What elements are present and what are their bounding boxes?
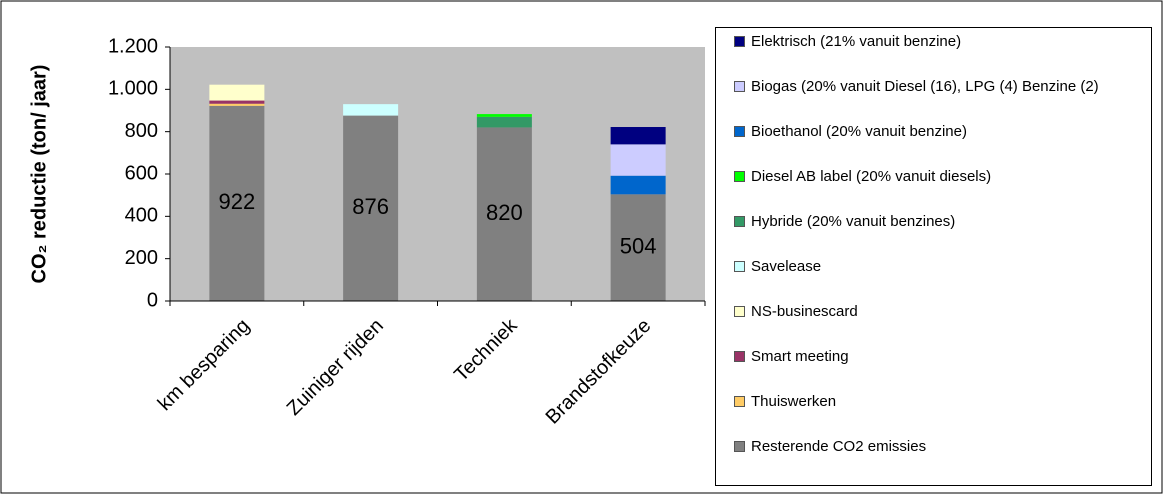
bar-segment xyxy=(476,114,532,117)
bar-segment xyxy=(343,115,399,301)
bar-segment xyxy=(610,127,666,145)
bar-segment xyxy=(610,144,666,176)
legend-swatch xyxy=(734,171,745,182)
legend-label: Smart meeting xyxy=(751,348,849,365)
legend-label: NS-businescard xyxy=(751,303,858,320)
legend-label: Elektrisch (21% vanuit benzine) xyxy=(751,33,962,50)
legend-label: Biogas (20% vanuit Diesel (16), LPG (4) … xyxy=(751,78,1099,95)
legend-item: Hybride (20% vanuit benzines) xyxy=(734,213,1154,230)
bar-segment xyxy=(610,194,666,301)
data-label: 820 xyxy=(486,200,523,225)
y-tick-label: 400 xyxy=(125,205,158,227)
data-label: 876 xyxy=(352,194,389,219)
legend-swatch xyxy=(734,81,745,92)
legend-swatch xyxy=(734,36,745,47)
legend-swatch xyxy=(734,261,745,272)
data-label: 504 xyxy=(620,233,657,258)
bar-segment xyxy=(476,116,532,128)
legend-swatch xyxy=(734,351,745,362)
y-tick-label: 800 xyxy=(125,120,158,142)
legend-item: Thuiswerken xyxy=(734,393,1154,410)
bar-segment xyxy=(610,175,666,195)
y-tick-label: 600 xyxy=(125,162,158,184)
legend-label: Hybride (20% vanuit benzines) xyxy=(751,213,956,230)
legend-swatch xyxy=(734,396,745,407)
legend-item: Smart meeting xyxy=(734,348,1154,365)
y-tick-label: 200 xyxy=(125,247,158,269)
legend-label: Savelease xyxy=(751,258,822,275)
y-tick-label: 1.200 xyxy=(108,35,158,57)
legend-item: Elektrisch (21% vanuit benzine) xyxy=(734,33,1154,50)
data-label: 922 xyxy=(219,189,256,214)
bar-segment xyxy=(209,100,265,104)
legend-label: Diesel AB label (20% vanuit diesels) xyxy=(751,168,992,185)
bar-segment xyxy=(209,84,265,101)
legend-item: Biogas (20% vanuit Diesel (16), LPG (4) … xyxy=(734,78,1154,95)
legend-item: NS-businescard xyxy=(734,303,1154,320)
legend-label: Thuiswerken xyxy=(751,393,837,410)
bar-segment xyxy=(209,105,265,302)
legend: Elektrisch (21% vanuit benzine) Biogas (2… xyxy=(715,27,1152,486)
legend-label: Resterende CO2 emissies xyxy=(751,438,927,455)
legend-swatch xyxy=(734,126,745,137)
legend-item: Resterende CO2 emissies xyxy=(734,438,1154,455)
legend-swatch xyxy=(734,216,745,227)
legend-item: Diesel AB label (20% vanuit diesels) xyxy=(734,168,1154,185)
legend-item: Savelease xyxy=(734,258,1154,275)
bar-segment xyxy=(343,104,399,116)
bar-segment xyxy=(476,127,532,301)
bar-segment xyxy=(209,103,265,106)
y-tick-label: 1.000 xyxy=(108,78,158,100)
y-tick-label: 0 xyxy=(147,289,158,311)
legend-label: Bioethanol (20% vanuit benzine) xyxy=(751,123,967,140)
legend-item: Bioethanol (20% vanuit benzine) xyxy=(734,123,1154,140)
legend-swatch xyxy=(734,441,745,452)
y-axis-title: CO₂ reductie (ton/ jaar) xyxy=(28,65,50,284)
legend-swatch xyxy=(734,306,745,317)
